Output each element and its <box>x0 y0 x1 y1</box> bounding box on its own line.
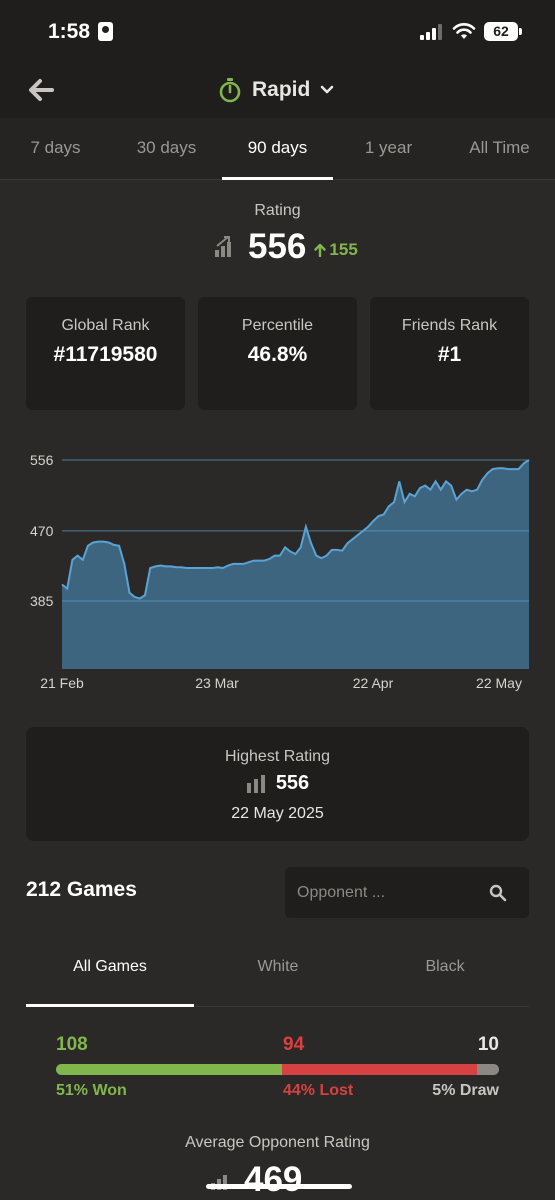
y-tick-label: 556 <box>30 452 54 468</box>
won-segment <box>56 1064 282 1075</box>
won-percent: 51% Won <box>56 1082 127 1099</box>
avg-opponent-label: Average Opponent Rating <box>185 1134 370 1151</box>
rating-change: 155 <box>314 240 358 260</box>
avg-opponent-value: 469 <box>244 1160 303 1199</box>
rating-row: 556 155 <box>214 226 358 268</box>
chart-line <box>61 459 530 600</box>
percentile-card: Percentile 46.8% <box>198 297 357 410</box>
tab-all-games[interactable]: All Games <box>73 958 147 975</box>
games-tabs-divider <box>26 1006 529 1007</box>
tab-90-days[interactable]: 90 days <box>247 138 308 157</box>
percentile-value: 46.8% <box>247 343 308 366</box>
highest-rating-value: 556 <box>275 772 310 794</box>
y-tick-label: 385 <box>30 593 54 609</box>
y-tick-label: 470 <box>30 523 54 539</box>
search-icon <box>489 884 507 902</box>
global-rank-title: Global Rank <box>61 317 150 334</box>
search-placeholder: Opponent ... <box>297 884 386 901</box>
chevron-down-icon <box>321 85 334 94</box>
friends-rank-value: #1 <box>437 343 462 366</box>
signal-icon <box>420 24 444 40</box>
x-tick-label: 23 Mar <box>195 675 239 691</box>
rating-change-value: 155 <box>329 240 358 259</box>
percentile-title: Percentile <box>241 317 314 334</box>
rating-chart-icon <box>215 236 231 257</box>
global-rank-card: Global Rank #11719580 <box>26 297 185 410</box>
tab-30-days[interactable]: 30 days <box>136 138 197 157</box>
friends-rank-title: Friends Rank <box>401 317 498 334</box>
active-tab-indicator <box>222 177 333 180</box>
lost-percent: 44% Lost <box>283 1082 354 1099</box>
highest-rating-title: Highest Rating <box>225 748 330 765</box>
rating-chart: 556 470 385 21 Feb 23 Mar 22 Apr 22 May <box>30 452 530 691</box>
battery-indicator: 62 <box>484 22 522 41</box>
highest-rating-card: Highest Rating 556 22 May 2025 <box>26 727 529 841</box>
home-indicator[interactable] <box>206 1184 352 1189</box>
draw-segment <box>476 1064 499 1075</box>
avg-opponent-row: 469 <box>210 1160 302 1200</box>
tab-1-year[interactable]: 1 year <box>364 138 413 157</box>
highest-rating-date: 22 May 2025 <box>231 805 324 822</box>
games-count: 212 Games <box>26 878 137 901</box>
mode-selector[interactable]: Rapid <box>218 74 334 106</box>
tab-white[interactable]: White <box>257 958 299 975</box>
lost-count: 94 <box>283 1034 305 1055</box>
friends-rank-card: Friends Rank #1 <box>370 297 529 410</box>
top-bar: 1:58 62 Rapid <box>0 0 555 118</box>
active-games-tab-indicator <box>26 1004 194 1007</box>
chart-area <box>62 460 529 669</box>
lost-segment <box>281 1064 477 1075</box>
mode-title: Rapid <box>252 78 311 101</box>
rating-label: Rating <box>254 202 301 219</box>
results-bar <box>56 1064 499 1075</box>
stopwatch-icon <box>219 78 241 103</box>
arrow-left-icon[interactable] <box>26 76 56 104</box>
draw-count: 10 <box>477 1034 499 1055</box>
wifi-icon <box>452 23 476 39</box>
tab-black[interactable]: Black <box>425 958 465 975</box>
bar-chart-icon <box>246 774 265 793</box>
draw-percent: 5% Draw <box>432 1082 499 1099</box>
tab-7-days[interactable]: 7 days <box>30 138 81 157</box>
arrow-up-icon <box>314 243 327 257</box>
won-count: 108 <box>56 1034 88 1055</box>
status-time: 1:58 <box>48 20 91 43</box>
x-tick-label: 21 Feb <box>40 675 84 691</box>
x-tick-label: 22 May <box>476 675 522 691</box>
period-tabs: 7 days 30 days 90 days 1 year All Time <box>0 118 555 180</box>
id-badge-icon <box>98 22 113 41</box>
rating-value: 556 <box>248 227 307 266</box>
tab-all-time[interactable]: All Time <box>469 138 530 157</box>
opponent-search-input[interactable]: Opponent ... <box>285 867 529 918</box>
x-tick-label: 22 Apr <box>353 675 394 691</box>
global-rank-value: #11719580 <box>53 343 158 366</box>
highest-rating-row: 556 <box>26 772 529 795</box>
